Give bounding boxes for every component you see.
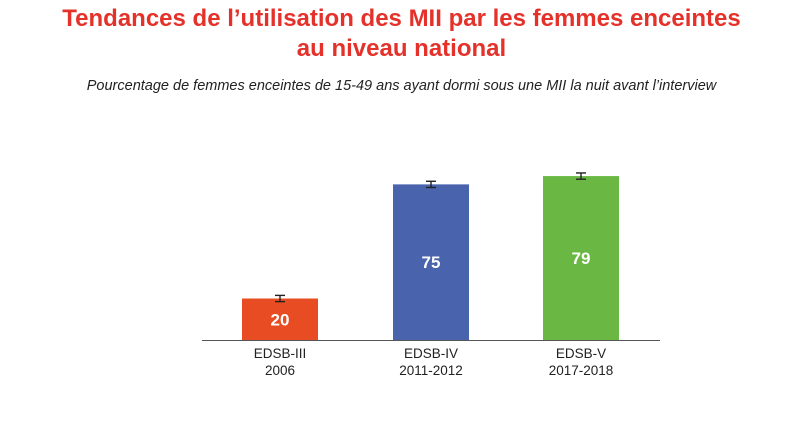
category-label-1-line-1: EDSB-IV <box>404 346 458 361</box>
category-label-0-line-2: 2006 <box>265 363 295 378</box>
bar-2 <box>543 176 619 340</box>
data-label-1: 75 <box>422 253 441 272</box>
category-label-1-line-2: 2011-2012 <box>399 363 463 378</box>
bar-0 <box>242 298 318 340</box>
bar-1 <box>393 184 469 340</box>
category-label-2-line-1: EDSB-V <box>556 346 606 361</box>
data-label-0: 20 <box>271 310 290 329</box>
chart-title-line-2: au niveau national <box>296 35 507 62</box>
category-label-0-line-1: EDSB-III <box>254 346 307 361</box>
data-label-2: 79 <box>572 249 591 268</box>
chart-title: Tendances de l’utilisation des MII par l… <box>0 4 803 64</box>
chart-title-line-1: Tendances de l’utilisation des MII par l… <box>62 5 741 32</box>
category-label-2-line-2: 2017-2018 <box>549 363 614 378</box>
chart-subtitle: Pourcentage de femmes enceintes de 15-49… <box>86 78 717 94</box>
